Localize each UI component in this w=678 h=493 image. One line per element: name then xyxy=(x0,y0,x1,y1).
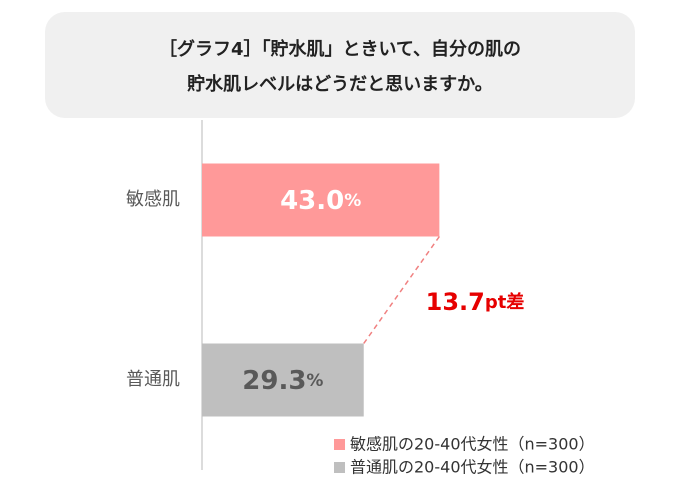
legend-swatch xyxy=(334,462,345,473)
value-label: 43.0% xyxy=(280,186,361,216)
title-box xyxy=(45,12,635,118)
legend-swatch xyxy=(334,439,345,450)
chart-title: ［グラフ4］「貯水肌」ときいて、自分の肌の xyxy=(159,38,521,60)
difference-line xyxy=(363,236,440,344)
legend-label: 敏感肌の20-40代女性（n=300） xyxy=(350,435,595,454)
annotation: 13.7pt差 xyxy=(426,288,525,316)
category-label: 普通肌 xyxy=(126,369,180,390)
chart-title: 貯水肌レベルはどうだと思いますか。 xyxy=(187,73,493,95)
value-label: 29.3% xyxy=(242,366,323,396)
bar xyxy=(202,343,364,417)
bar xyxy=(202,163,440,237)
legend-label: 普通肌の20-40代女性（n=300） xyxy=(350,458,595,477)
category-label: 敏感肌 xyxy=(126,189,180,210)
